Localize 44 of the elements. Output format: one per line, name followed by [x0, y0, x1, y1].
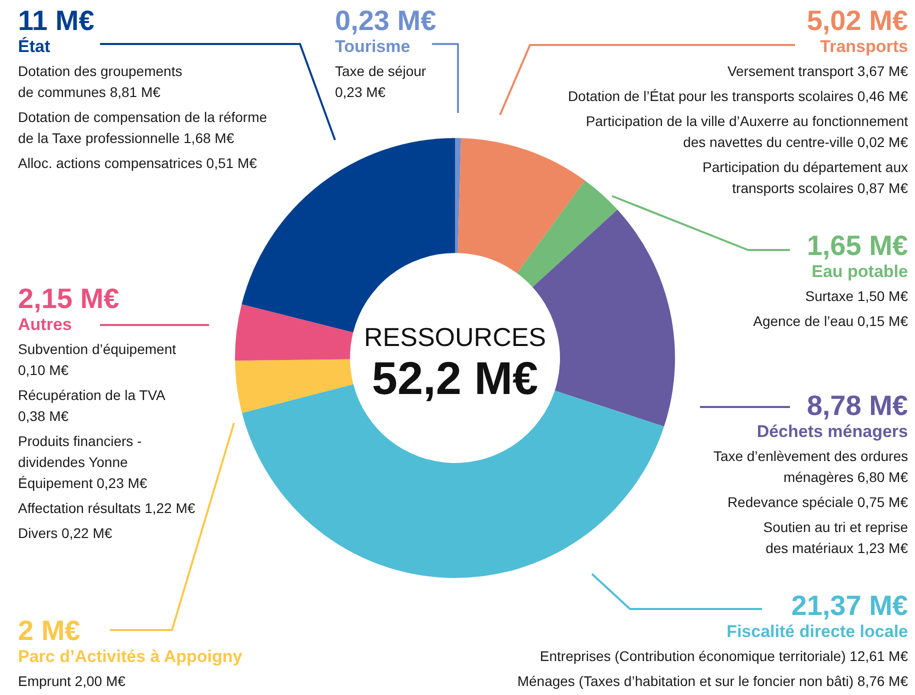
- text: RESSOURCES: [364, 322, 546, 352]
- text: Récupération de la TVA 0,38 M€: [18, 387, 166, 424]
- data-label: 21,37 M€: [791, 590, 908, 621]
- text: Alloc. actions compensatrices 0,51 M€: [18, 155, 258, 171]
- donut-slice: [235, 304, 354, 361]
- data-label: 11 M€: [18, 5, 95, 36]
- text: Participation du département aux transports scolaires 0,87 M€: [702, 159, 908, 196]
- text: Dotation des groupements de communes 8,81 M€: [18, 63, 182, 100]
- data-label: 2 M€: [18, 615, 81, 646]
- text: Versement transport 3,67 M€: [727, 63, 908, 79]
- donut-slice: [455, 138, 462, 254]
- text: Taxe de séjour 0,23 M€: [335, 63, 426, 100]
- text: Participation de la ville d’Auxerre au fonctionnement des navettes du centre-ville 0,02 M€: [586, 113, 908, 150]
- data-label: 0,23 M€: [335, 5, 437, 36]
- slice-label: État: [18, 36, 50, 56]
- text: Produits financiers - dividendes Yonne Équipement 0,23 M€: [18, 433, 148, 491]
- slice-label: Tourisme: [335, 37, 410, 56]
- slice-label: Eau potable: [812, 262, 908, 281]
- slice-label: Transports: [820, 37, 908, 56]
- text: Entreprises (Contribution économique territoriale) 12,61 M€: [540, 648, 908, 664]
- slice-label: Fiscalité directe locale: [726, 622, 908, 641]
- text: Taxe d’enlèvement des ordures ménagères 6,80 M€: [713, 448, 908, 485]
- donut-slice: [517, 180, 618, 288]
- text: Dotation de l’État pour les transports scolaires 0,46 M€: [568, 88, 908, 104]
- data-label: 8,78 M€: [806, 390, 908, 421]
- slice-label: Déchets ménagers: [756, 422, 908, 441]
- text: Redevance spéciale 0,75 M€: [727, 494, 908, 510]
- text: Agence de l’eau 0,15 M€: [753, 313, 908, 329]
- donut-slice: [458, 138, 585, 274]
- slice-label: Autres: [18, 315, 72, 334]
- data-label: 5,02 M€: [806, 5, 908, 36]
- slice-label: Parc d’Activités à Appoigny: [18, 647, 243, 666]
- text: Surtaxe 1,50 M€: [805, 288, 908, 304]
- data-label: 2,15 M€: [18, 283, 120, 314]
- donut-slice: [235, 359, 354, 414]
- text: Divers 0,22 M€: [18, 525, 112, 541]
- data-label: 1,65 M€: [806, 230, 908, 261]
- text: Emprunt 2,00 M€: [18, 673, 126, 689]
- text: Soutien au tri et reprise des matériaux 1,23 M€: [763, 519, 908, 556]
- text: 52,2 M€: [372, 352, 538, 404]
- text: Affectation résultats 1,22 M€: [18, 500, 196, 516]
- text: Subvention d’équipement 0,10 M€: [18, 341, 176, 378]
- text: Ménages (Taxes d’habitation et sur le foncier non bâti) 8,76 M€: [517, 673, 908, 689]
- text: Dotation de compensation de la réforme de la Taxe professionnelle 1,68 M€: [18, 109, 268, 146]
